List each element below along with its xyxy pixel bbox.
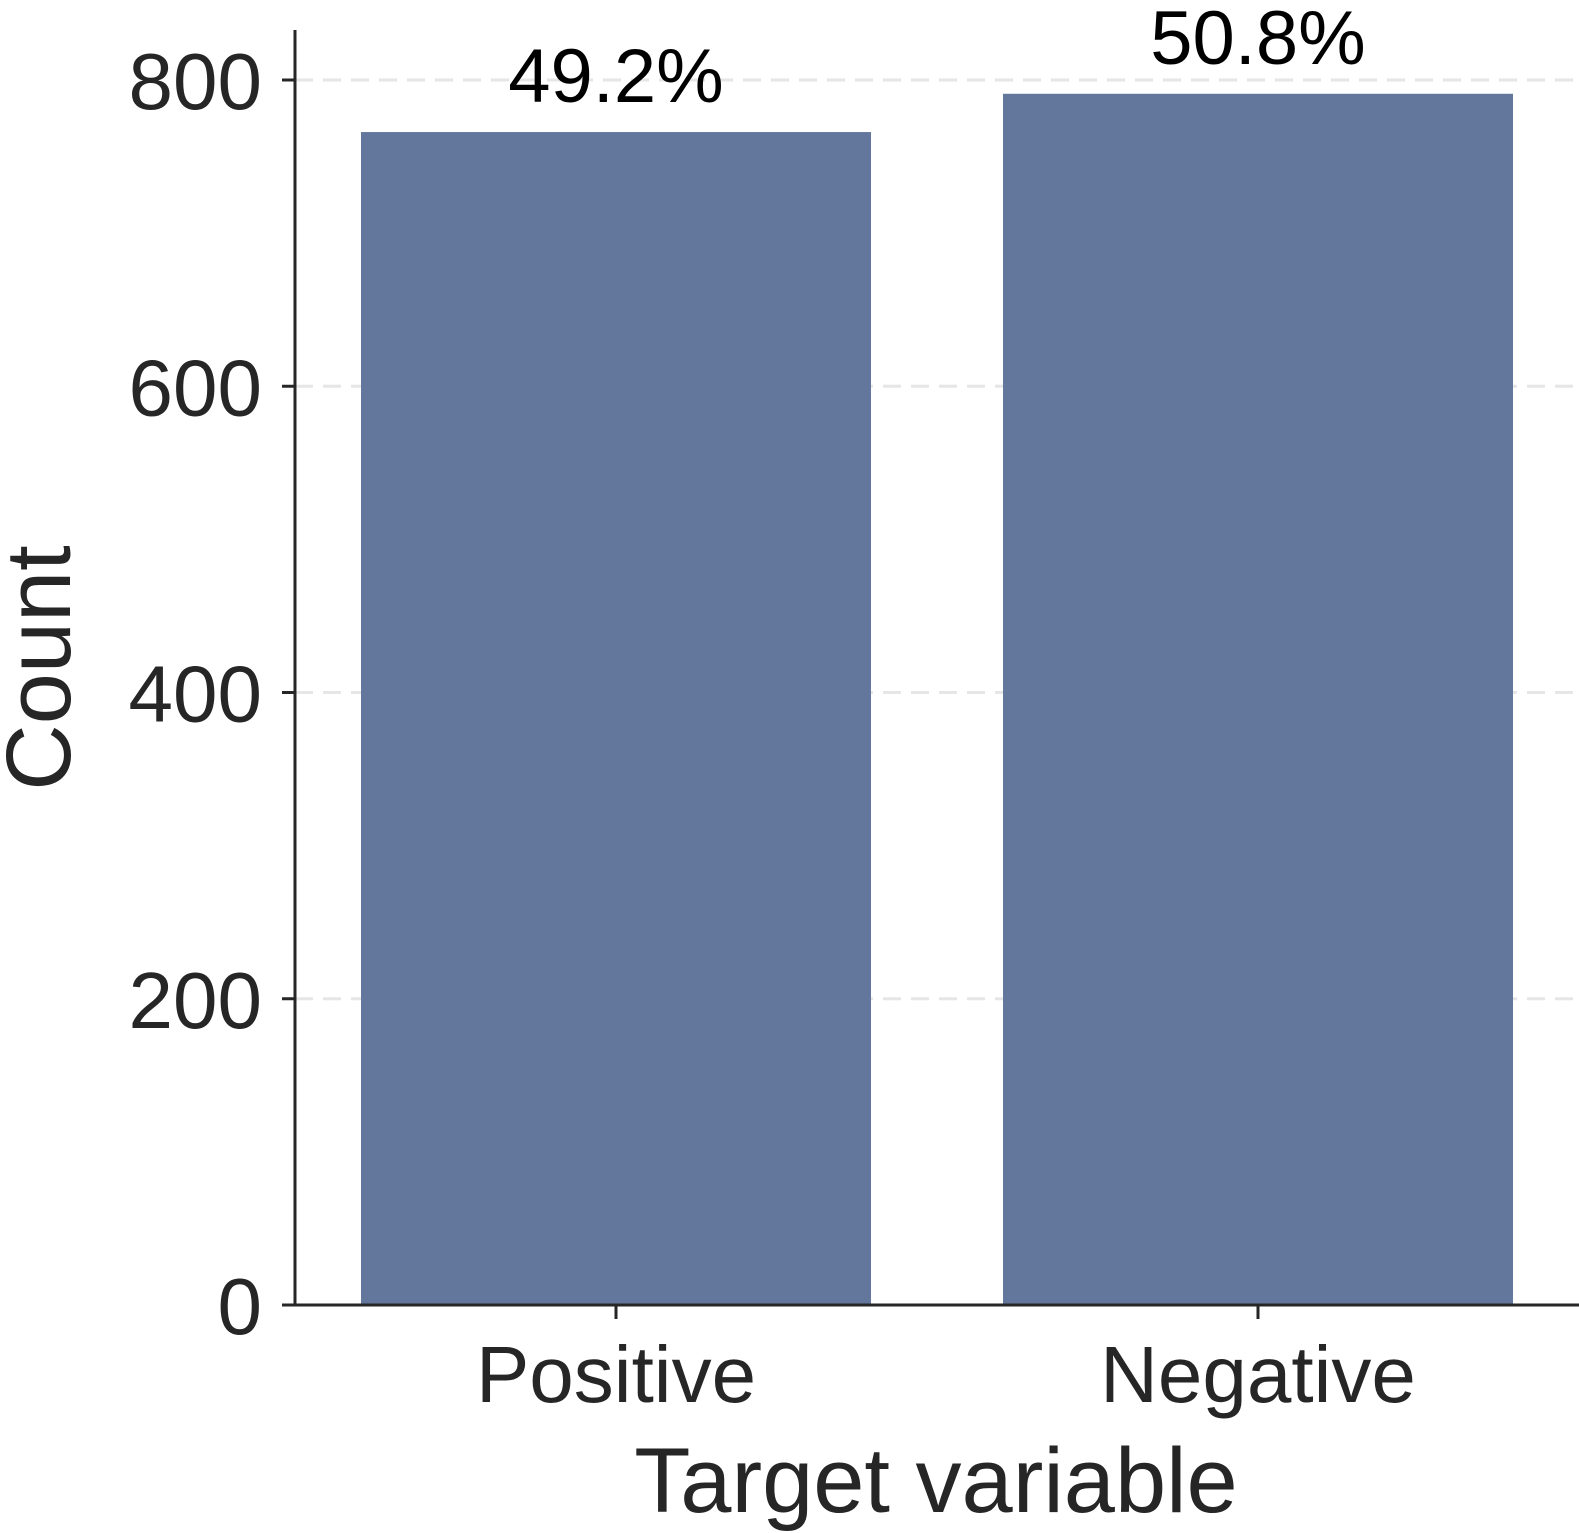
x-tick-label: Positive: [476, 1330, 756, 1419]
y-axis-title: Count: [0, 545, 90, 791]
x-tick-label: Negative: [1100, 1330, 1416, 1419]
y-ticks: 0 200 400 600 800: [129, 37, 295, 1351]
data-labels: 49.2% 50.8%: [508, 0, 1366, 119]
axes: [293, 30, 1579, 1307]
bar-negative: [1003, 93, 1513, 1305]
y-tick-label: 400: [129, 650, 262, 739]
y-tick-label: 0: [218, 1262, 263, 1351]
data-label: 50.8%: [1150, 0, 1366, 81]
y-tick-label: 200: [129, 956, 262, 1045]
y-tick-label: 600: [129, 343, 262, 432]
data-label: 49.2%: [508, 34, 724, 119]
x-axis-title: Target variable: [634, 1430, 1237, 1532]
y-tick-label: 800: [129, 37, 262, 126]
bars: [361, 93, 1513, 1305]
bar-positive: [361, 132, 871, 1305]
x-ticks: Positive Negative: [476, 1305, 1416, 1419]
